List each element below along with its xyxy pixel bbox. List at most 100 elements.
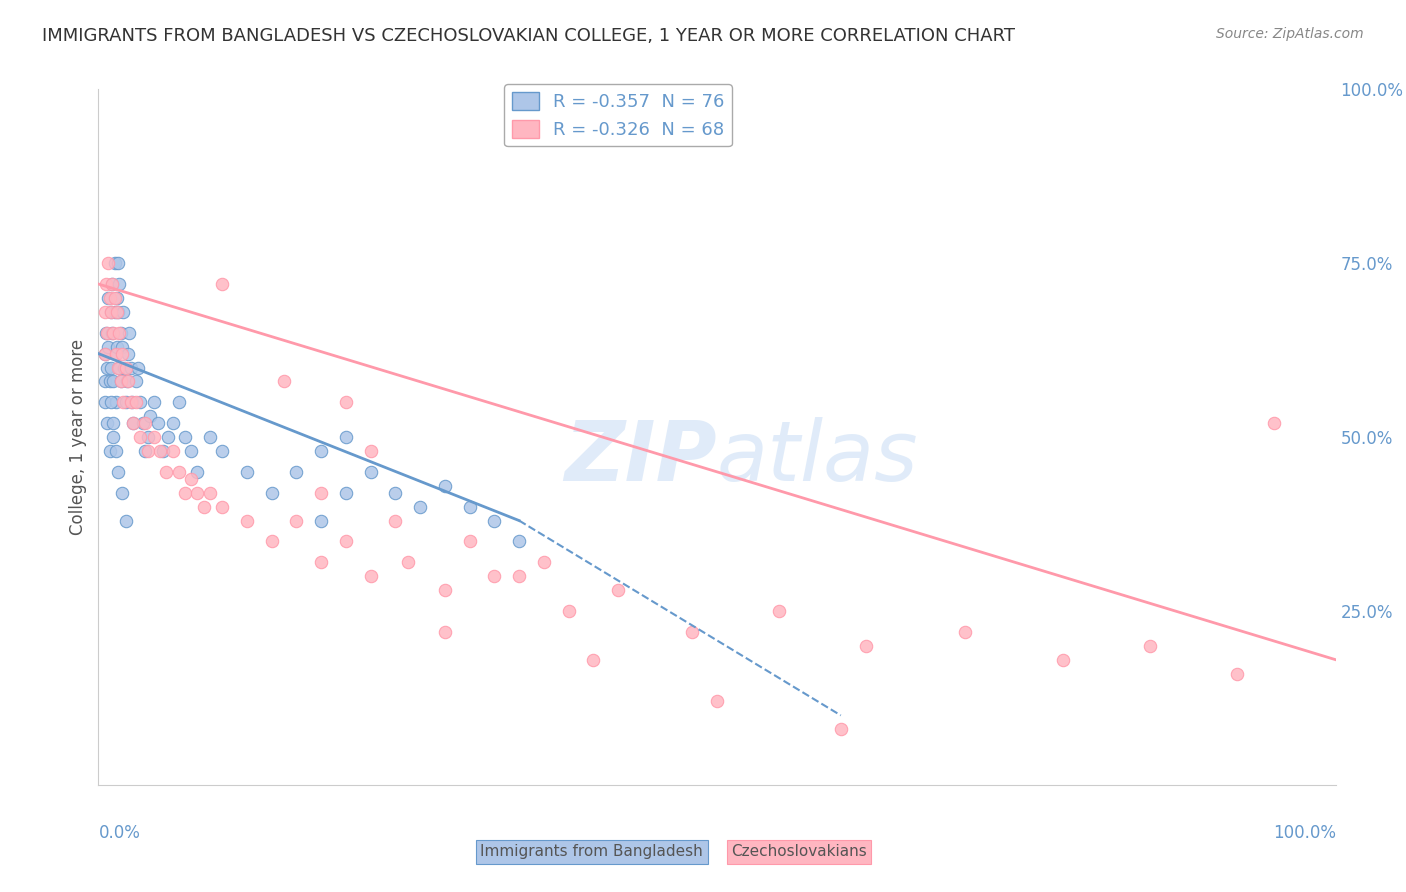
Point bbox=[112, 305, 135, 319]
Point bbox=[198, 485, 221, 500]
Point bbox=[335, 395, 357, 409]
Point bbox=[953, 624, 976, 639]
Point bbox=[93, 346, 115, 360]
Point bbox=[110, 375, 132, 389]
Point bbox=[124, 395, 146, 409]
Point bbox=[108, 277, 131, 291]
Point bbox=[309, 555, 332, 569]
Point bbox=[1052, 653, 1074, 667]
Point bbox=[105, 305, 128, 319]
Point bbox=[146, 416, 169, 430]
Point bbox=[309, 485, 332, 500]
Point bbox=[533, 555, 555, 569]
Point bbox=[285, 465, 308, 479]
Point bbox=[100, 360, 122, 375]
Point bbox=[174, 430, 197, 444]
Point bbox=[120, 395, 142, 409]
Point bbox=[105, 340, 128, 354]
Point bbox=[93, 395, 115, 409]
Point bbox=[149, 444, 172, 458]
Text: atlas: atlas bbox=[717, 417, 918, 499]
Point bbox=[681, 624, 703, 639]
Point bbox=[136, 444, 159, 458]
Point bbox=[162, 444, 184, 458]
Point bbox=[129, 395, 152, 409]
Point bbox=[96, 326, 118, 340]
Point bbox=[273, 375, 295, 389]
Point bbox=[162, 416, 184, 430]
Point bbox=[93, 346, 115, 360]
Point bbox=[98, 291, 121, 305]
Point bbox=[384, 485, 406, 500]
Point bbox=[152, 444, 174, 458]
Point bbox=[103, 326, 125, 340]
Point bbox=[112, 360, 135, 375]
Point bbox=[103, 375, 125, 389]
Point bbox=[117, 346, 139, 360]
Point bbox=[134, 416, 156, 430]
Point bbox=[508, 569, 530, 583]
Point bbox=[706, 694, 728, 708]
Text: Source: ZipAtlas.com: Source: ZipAtlas.com bbox=[1216, 27, 1364, 41]
Point bbox=[107, 256, 129, 270]
Point bbox=[433, 479, 456, 493]
Point bbox=[285, 514, 308, 528]
Point bbox=[100, 395, 122, 409]
Legend: R = -0.357  N = 76, R = -0.326  N = 68: R = -0.357 N = 76, R = -0.326 N = 68 bbox=[505, 85, 731, 146]
Point bbox=[132, 416, 155, 430]
Point bbox=[104, 444, 127, 458]
Point bbox=[127, 360, 149, 375]
Point bbox=[104, 346, 127, 360]
Point bbox=[211, 444, 233, 458]
Point bbox=[93, 375, 115, 389]
Point bbox=[103, 430, 125, 444]
Point bbox=[121, 395, 143, 409]
Point bbox=[107, 305, 129, 319]
Point bbox=[260, 485, 283, 500]
Point bbox=[236, 514, 259, 528]
Point bbox=[112, 395, 135, 409]
Point bbox=[103, 291, 125, 305]
Text: 0.0%: 0.0% bbox=[98, 824, 141, 842]
Point bbox=[198, 430, 221, 444]
Point bbox=[360, 465, 382, 479]
Point bbox=[129, 430, 152, 444]
Point bbox=[557, 604, 579, 618]
Point bbox=[117, 375, 139, 389]
Point bbox=[484, 514, 506, 528]
Point bbox=[97, 291, 120, 305]
Point bbox=[211, 277, 233, 291]
Point bbox=[582, 653, 605, 667]
Point bbox=[384, 514, 406, 528]
Text: IMMIGRANTS FROM BANGLADESH VS CZECHOSLOVAKIAN COLLEGE, 1 YEAR OR MORE CORRELATIO: IMMIGRANTS FROM BANGLADESH VS CZECHOSLOV… bbox=[42, 27, 1015, 45]
Point bbox=[115, 375, 138, 389]
Point bbox=[111, 485, 134, 500]
Point bbox=[143, 395, 166, 409]
Point bbox=[94, 277, 117, 291]
Point bbox=[122, 416, 145, 430]
Point bbox=[396, 555, 419, 569]
Point bbox=[180, 444, 202, 458]
Point bbox=[458, 534, 481, 549]
Point bbox=[409, 500, 432, 514]
Point bbox=[110, 326, 132, 340]
Point bbox=[98, 444, 121, 458]
Point bbox=[94, 326, 117, 340]
Point bbox=[484, 569, 506, 583]
Point bbox=[139, 409, 162, 424]
Point bbox=[114, 514, 136, 528]
Point bbox=[167, 465, 190, 479]
Point bbox=[120, 360, 142, 375]
Point bbox=[186, 485, 208, 500]
Point bbox=[134, 444, 156, 458]
Point bbox=[107, 360, 129, 375]
Point bbox=[97, 340, 120, 354]
Point bbox=[260, 534, 283, 549]
Point bbox=[104, 395, 127, 409]
Point bbox=[193, 500, 215, 514]
Point bbox=[458, 500, 481, 514]
Point bbox=[155, 465, 177, 479]
Point bbox=[1139, 639, 1161, 653]
Point bbox=[97, 256, 120, 270]
Point bbox=[107, 465, 129, 479]
